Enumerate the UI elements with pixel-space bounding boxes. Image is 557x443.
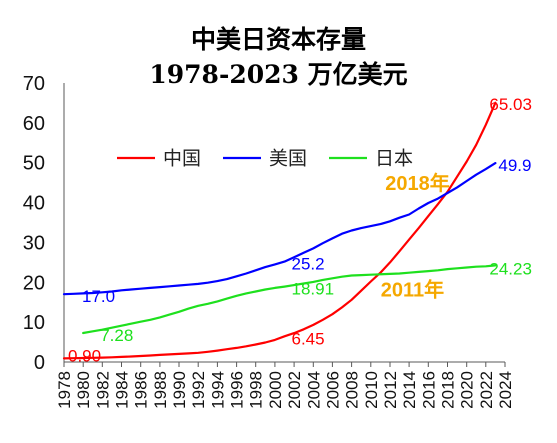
x-tick-label: 1996 <box>228 371 247 409</box>
x-tick-label: 2002 <box>285 371 304 409</box>
x-tick-label: 1986 <box>132 371 151 409</box>
y-tick-label: 0 <box>34 352 45 374</box>
y-tick-label: 30 <box>23 232 45 254</box>
data-label: 25.2 <box>292 255 325 274</box>
x-tick-label: 2018 <box>438 371 457 409</box>
japan-series-line <box>82 264 497 335</box>
x-tick-label: 1988 <box>151 371 170 409</box>
y-tick-label: 60 <box>23 113 45 135</box>
data-label: 17.0 <box>82 287 115 306</box>
legend-item-us: 美国 <box>223 148 307 170</box>
x-tick-label: 2024 <box>496 371 515 409</box>
legend-label: 中国 <box>163 148 201 170</box>
legend-item-china: 中国 <box>117 148 201 170</box>
x-tick-label: 1998 <box>247 371 266 409</box>
chart-title: 中美日资本存量 <box>190 25 366 54</box>
y-tick-label: 40 <box>23 193 45 215</box>
chart-subtitle: 1978-2023 万亿美元 <box>149 60 408 89</box>
x-tick-label: 1982 <box>93 371 112 409</box>
data-label: 65.03 <box>489 95 532 114</box>
x-tick-label: 1994 <box>208 371 227 409</box>
legend-label: 美国 <box>269 148 307 170</box>
annotation-label: 2011年 <box>381 278 444 302</box>
x-tick-label: 2008 <box>343 371 362 409</box>
legend-label: 日本 <box>375 148 413 170</box>
legend-item-japan: 日本 <box>329 148 413 170</box>
data-label: 24.23 <box>489 259 532 278</box>
x-tick-label: 1992 <box>189 371 208 409</box>
annotation-label: 2018年 <box>385 171 450 195</box>
y-tick-label: 70 <box>23 73 45 95</box>
x-tick-label: 1984 <box>112 371 131 409</box>
x-tick-label: 2012 <box>381 371 400 409</box>
x-tick-label: 2020 <box>458 371 477 409</box>
x-tick-label: 2016 <box>419 371 438 409</box>
x-tick-label: 1980 <box>74 371 93 409</box>
y-tick-label: 10 <box>23 312 45 334</box>
y-tick-label: 50 <box>23 153 45 175</box>
x-tick-label: 2000 <box>266 371 285 409</box>
data-label: 6.45 <box>292 329 325 348</box>
x-tick-label: 2006 <box>323 371 342 409</box>
data-label: 49.9 <box>498 156 531 175</box>
x-tick-label: 2010 <box>362 371 381 409</box>
data-label: 18.91 <box>292 280 335 299</box>
x-tick-label: 2022 <box>477 371 496 409</box>
data-label: 7.28 <box>100 326 133 345</box>
x-tick-label: 2004 <box>304 371 323 409</box>
x-tick-label: 1978 <box>55 371 74 409</box>
x-tick-label: 2014 <box>400 371 419 409</box>
y-tick-label: 20 <box>23 272 45 294</box>
x-tick-label: 1990 <box>170 371 189 409</box>
us-series-line <box>62 162 497 296</box>
data-label: 0.90 <box>68 346 101 365</box>
china-series-line <box>62 101 497 360</box>
